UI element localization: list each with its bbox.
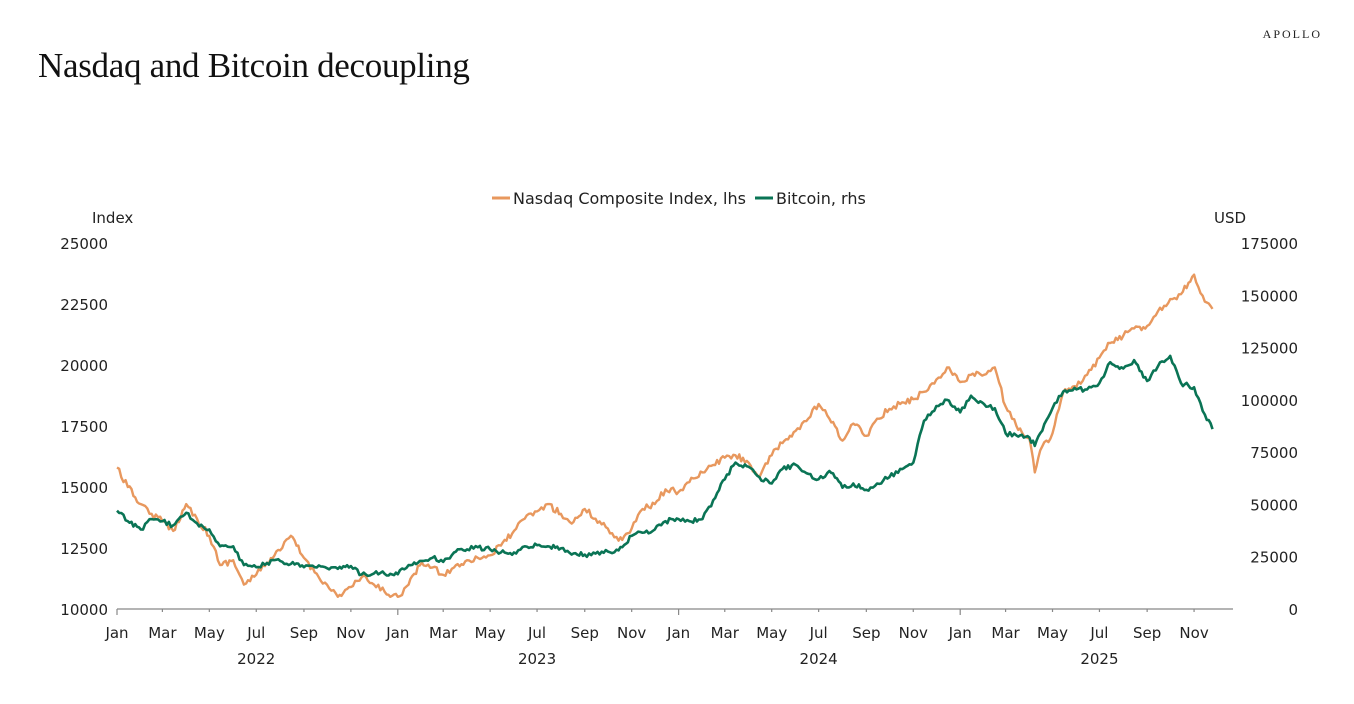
right-y-tick-label: 75000	[1250, 444, 1298, 462]
x-tick-label: Nov	[1179, 624, 1208, 642]
left-axis-title: Index	[92, 209, 133, 227]
right-y-tick-label: 25000	[1250, 549, 1298, 567]
x-tick-label: Jan	[104, 624, 128, 642]
x-tick-label: Nov	[617, 624, 646, 642]
x-year-label: 2022	[237, 650, 275, 668]
x-tick-label: May	[756, 624, 787, 642]
x-tick-label: Sep	[1133, 624, 1161, 642]
x-tick-label: Jul	[246, 624, 265, 642]
series-line-nasdaq	[116, 273, 1214, 598]
chart-title: Nasdaq and Bitcoin decoupling	[38, 46, 470, 85]
series-group	[116, 273, 1214, 598]
right-axis-title: USD	[1214, 209, 1246, 227]
x-tick-label: Nov	[336, 624, 365, 642]
x-tick-label: Mar	[429, 624, 458, 642]
right-y-tick-label: 50000	[1250, 496, 1298, 514]
left-y-axis: 25000 22500 20000 17500 15000 12500 10000	[60, 235, 108, 619]
right-y-tick-label: 125000	[1241, 340, 1298, 358]
x-tick-label: Mar	[148, 624, 177, 642]
left-y-tick-label: 22500	[60, 296, 108, 314]
x-tick-label: Jan	[666, 624, 690, 642]
right-y-tick-label: 100000	[1241, 392, 1298, 410]
x-axis: Jan Mar May Jul Sep Nov 2022 Jan Mar May Jul Sep Nov…	[104, 608, 1233, 668]
x-year-label: 2025	[1080, 650, 1118, 668]
x-year-label: 2023	[518, 650, 556, 668]
right-y-axis: 175000 150000 125000 100000 75000 50000 25000 0	[1241, 235, 1298, 619]
legend: Nasdaq Composite Index, lhs Bitcoin, rhs	[492, 189, 866, 208]
x-tick-label: Mar	[711, 624, 740, 642]
left-y-tick-label: 10000	[60, 601, 108, 619]
x-tick-label: Jan	[948, 624, 972, 642]
right-y-tick-label: 150000	[1241, 287, 1298, 305]
left-y-tick-label: 12500	[60, 540, 108, 558]
legend-label-nasdaq: Nasdaq Composite Index, lhs	[513, 189, 746, 208]
left-y-tick-label: 17500	[60, 418, 108, 436]
x-tick-label: Sep	[290, 624, 318, 642]
x-tick-label: May	[1037, 624, 1068, 642]
x-tick-label: Jul	[527, 624, 546, 642]
x-tick-label: Sep	[571, 624, 599, 642]
x-tick-label: Jul	[1089, 624, 1108, 642]
left-y-tick-label: 25000	[60, 235, 108, 253]
x-tick-label: Jan	[385, 624, 409, 642]
x-tick-label: Mar	[991, 624, 1020, 642]
right-y-tick-label: 175000	[1241, 235, 1298, 253]
legend-label-bitcoin: Bitcoin, rhs	[776, 189, 866, 208]
left-y-tick-label: 20000	[60, 357, 108, 375]
right-y-tick-label: 0	[1288, 601, 1298, 619]
left-y-tick-label: 15000	[60, 479, 108, 497]
x-tick-label: Jul	[809, 624, 828, 642]
x-tick-label: May	[475, 624, 506, 642]
x-tick-label: Nov	[899, 624, 928, 642]
brand-logo: APOLLO	[1262, 27, 1322, 41]
x-tick-label: May	[194, 624, 225, 642]
x-tick-label: Sep	[852, 624, 880, 642]
x-year-label: 2024	[800, 650, 838, 668]
series-line-bitcoin	[116, 354, 1214, 578]
